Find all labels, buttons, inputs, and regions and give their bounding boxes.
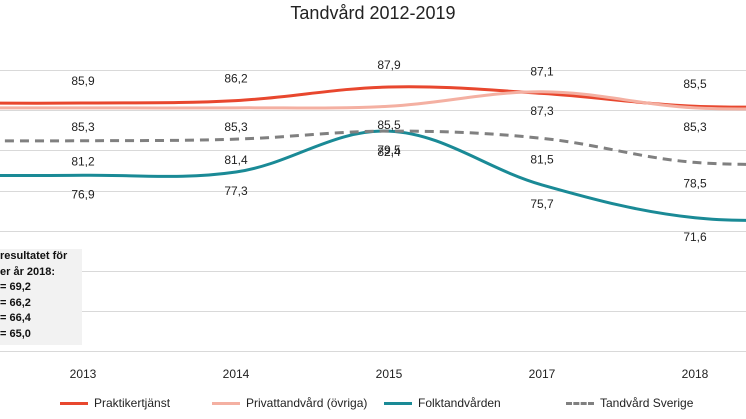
note-line: = 66,4 <box>0 312 31 325</box>
legend-swatch <box>384 401 412 405</box>
data-label: 85,3 <box>224 120 248 134</box>
legend-item-praktikertjanst: Praktikertjänst <box>60 393 170 413</box>
legend-label: Folktandvården <box>418 396 501 410</box>
data-label: 71,6 <box>683 230 707 244</box>
legend-item-tandvard-sverige: Tandvård Sverige <box>566 393 693 413</box>
legend-swatch <box>212 401 240 405</box>
data-label: 81,5 <box>530 152 554 166</box>
legend-item-privattandvard: Privattandvård (övriga) <box>212 393 367 413</box>
data-label: 85,5 <box>377 118 401 132</box>
data-label: 82,4 <box>377 145 401 159</box>
data-label: 76,9 <box>71 187 95 201</box>
data-label: 85,5 <box>683 77 707 91</box>
legend-label: Praktikertjänst <box>94 396 171 410</box>
note-box: resultatet för er år 2018: = 69,2 = 66,2… <box>0 249 82 345</box>
series-line-2 <box>0 90 746 111</box>
chart-legend: Praktikertjänst Privattandvård (övriga) … <box>0 393 746 413</box>
data-label: 87,3 <box>530 104 554 118</box>
series-line-4 <box>0 129 746 166</box>
data-label: 86,2 <box>224 72 248 86</box>
data-label: 85,9 <box>71 74 95 88</box>
data-label: 78,5 <box>683 176 707 190</box>
x-tick-label: 2013 <box>70 367 97 381</box>
data-label: 87,1 <box>530 64 554 78</box>
note-line: resultatet för <box>0 250 68 262</box>
series-line-1 <box>0 85 746 109</box>
note-line: = 65,0 <box>0 327 31 340</box>
note-line: er år 2018: <box>0 265 56 278</box>
x-tick-label: 2015 <box>376 367 403 381</box>
x-tick-label: 2014 <box>223 367 250 381</box>
legend-label: Tandvård Sverige <box>600 396 694 410</box>
data-label: 79,5 <box>377 143 401 157</box>
legend-label: Privattandvård (övriga) <box>246 396 368 410</box>
note-line: = 69,2 <box>0 281 31 294</box>
note-line: = 66,2 <box>0 296 31 309</box>
data-label: 81,4 <box>224 153 248 167</box>
chart-title: Tandvård 2012-2019 <box>290 3 456 23</box>
data-label: 81,2 <box>71 155 95 169</box>
legend-swatch <box>60 401 88 405</box>
legend-swatch <box>566 401 594 405</box>
x-tick-label: 2017 <box>529 367 556 381</box>
data-label: 85,3 <box>683 120 707 134</box>
legend-item-folktandvarden: Folktandvården <box>384 393 501 413</box>
series-line-3 <box>0 129 746 222</box>
data-label: 87,9 <box>377 58 401 72</box>
data-label: 77,3 <box>224 184 248 198</box>
data-label: 85,3 <box>71 120 95 134</box>
data-label: 75,7 <box>530 197 554 211</box>
x-tick-label: 2018 <box>682 367 709 381</box>
